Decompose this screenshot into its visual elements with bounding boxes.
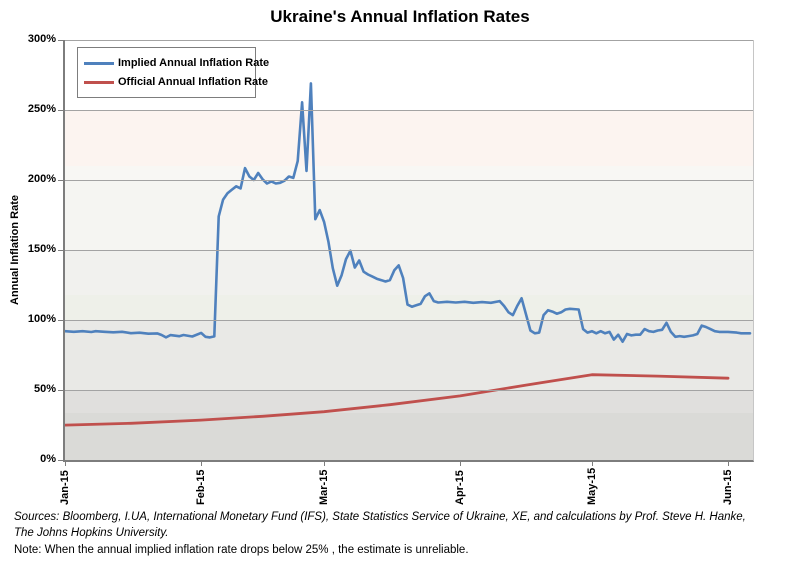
x-axis-label: Jan-15 <box>59 470 71 505</box>
y-axis-tick <box>58 40 64 41</box>
x-axis-label: May-15 <box>586 467 598 505</box>
y-axis-tick <box>58 320 64 321</box>
series-line <box>65 373 730 427</box>
gridline <box>65 320 753 321</box>
y-axis-tick <box>58 250 64 251</box>
legend-item: Implied Annual Inflation Rate <box>84 57 269 69</box>
series-line <box>65 82 752 344</box>
x-axis-tick <box>592 462 593 466</box>
y-axis-label: 200% <box>27 173 56 185</box>
sources-text: Sources: Bloomberg, I.UA, International … <box>14 510 794 541</box>
y-axis-label: 50% <box>33 383 56 395</box>
x-axis-tick <box>460 462 461 466</box>
y-axis-tick <box>58 390 64 391</box>
y-axis-tick <box>58 180 64 181</box>
series-plot <box>65 82 752 427</box>
official-line-swatch <box>84 80 114 84</box>
x-axis-tick <box>324 462 325 466</box>
legend-label: Official Annual Inflation Rate <box>118 76 268 88</box>
sources-line-2: The Johns Hopkins University. <box>14 526 169 539</box>
legend: Implied Annual Inflation Rate Official A… <box>77 47 269 98</box>
y-axis-label: 250% <box>27 103 56 115</box>
sources-line-1: Sources: Bloomberg, I.UA, International … <box>14 511 746 523</box>
legend-label: Implied Annual Inflation Rate <box>118 57 270 69</box>
gridline <box>65 180 753 181</box>
y-axis-label: 300% <box>27 33 56 45</box>
x-axis-label: Apr-15 <box>454 470 466 505</box>
y-axis-tick <box>58 460 64 461</box>
gridline <box>65 40 753 41</box>
y-axis-tick <box>58 110 64 111</box>
plot-area <box>63 40 754 462</box>
y-axis-label: 150% <box>27 243 56 255</box>
x-axis-label: Feb-15 <box>195 469 207 505</box>
x-axis-tick <box>201 462 202 466</box>
chart-title: Ukraine's Annual Inflation Rates <box>270 7 530 26</box>
y-axis-label: 100% <box>27 313 56 325</box>
x-axis-label: Jun-15 <box>722 469 734 505</box>
note-text: Note: When the annual implied inflation … <box>14 544 469 556</box>
x-axis-label: Mar-15 <box>318 469 330 505</box>
gridline <box>65 110 753 111</box>
y-axis-label: 0% <box>40 453 56 465</box>
legend-item: Official Annual Inflation Rate <box>84 76 268 88</box>
gridline <box>65 390 753 391</box>
x-axis-tick <box>65 462 66 466</box>
gridline <box>65 250 753 251</box>
implied-line-swatch <box>84 61 114 65</box>
x-axis-tick <box>728 462 729 466</box>
